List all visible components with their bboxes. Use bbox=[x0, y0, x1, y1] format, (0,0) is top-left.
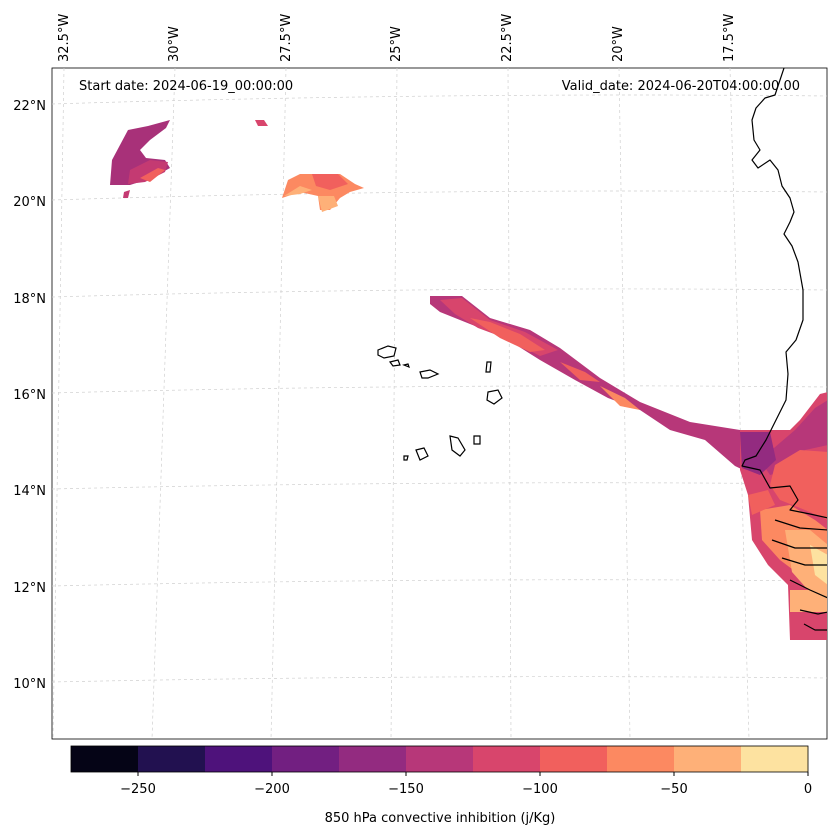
colorbar-tick-label: −250 bbox=[120, 782, 156, 797]
island-sal bbox=[485, 361, 492, 373]
colorbar-segment bbox=[741, 746, 809, 772]
lat-label-16n: 16°N bbox=[13, 388, 46, 403]
colorbar-segment bbox=[339, 746, 407, 772]
island-brava bbox=[403, 455, 409, 461]
colorbar-segment bbox=[540, 746, 608, 772]
lon-label-30w: 30°W bbox=[167, 26, 182, 62]
longitude-labels: 32.5°W 30°W 27.5°W 25°W 22.5°W 20°W 17.5… bbox=[57, 14, 737, 62]
africa-coastline bbox=[741, 68, 827, 519]
graticule bbox=[52, 68, 827, 739]
lat-label-14n: 14°N bbox=[13, 484, 46, 499]
map-frame bbox=[51, 67, 828, 740]
island-santo-antao bbox=[377, 345, 397, 359]
lat-label-10n: 10°N bbox=[13, 677, 46, 692]
island-sao-vicente bbox=[388, 359, 401, 367]
island-boa-vista bbox=[486, 389, 503, 405]
lon-label-27-5w: 27.5°W bbox=[279, 14, 294, 62]
colorbar-segment bbox=[674, 746, 742, 772]
island-sao-nicolau bbox=[419, 369, 440, 379]
island-fogo bbox=[415, 447, 429, 461]
lon-label-25w: 25°W bbox=[389, 26, 404, 62]
colorbar-tick-label: −200 bbox=[254, 782, 290, 797]
valid-date-label: Valid_date: 2024-06-20T04:00:00.00 bbox=[562, 79, 800, 94]
lat-label-20n: 20°N bbox=[13, 195, 46, 210]
colorbar-label: 850 hPa convective inhibition (j/Kg) bbox=[325, 811, 556, 826]
colorbar bbox=[70, 745, 809, 776]
island-santa-luzia bbox=[402, 363, 410, 369]
colorbar-tick-label: 0 bbox=[804, 782, 812, 797]
lat-label-18n: 18°N bbox=[13, 292, 46, 307]
lon-label-20w: 20°W bbox=[611, 26, 626, 62]
colorbar-segment bbox=[138, 746, 206, 772]
colorbar-segment bbox=[71, 746, 139, 772]
colorbar-segment bbox=[607, 746, 675, 772]
island-santiago bbox=[449, 435, 466, 457]
colorbar-tick-labels: −250 −200 −150 −100 −50 0 bbox=[120, 782, 812, 797]
coastlines bbox=[741, 68, 827, 631]
colorbar-segment bbox=[406, 746, 474, 772]
cin-contours bbox=[110, 120, 827, 640]
colorbar-segment bbox=[205, 746, 273, 772]
start-date-label: Start date: 2024-06-19_00:00:00 bbox=[79, 79, 293, 94]
cape-verde-islands bbox=[377, 345, 503, 461]
colorbar-segment bbox=[272, 746, 340, 772]
colorbar-tick-label: −100 bbox=[522, 782, 558, 797]
latitude-labels: 22°N 20°N 18°N 16°N 14°N 12°N 10°N bbox=[13, 99, 46, 692]
colorbar-tick-label: −150 bbox=[388, 782, 424, 797]
colorbar-frame bbox=[70, 745, 809, 773]
lon-label-22-5w: 22.5°W bbox=[500, 14, 515, 62]
lon-label-17-5w: 17.5°W bbox=[722, 14, 737, 62]
lon-label-32-5w: 32.5°W bbox=[57, 14, 72, 62]
lat-label-22n: 22°N bbox=[13, 99, 46, 114]
island-maio bbox=[473, 435, 481, 445]
colorbar-tick-label: −50 bbox=[660, 782, 687, 797]
lat-label-12n: 12°N bbox=[13, 581, 46, 596]
colorbar-segment bbox=[473, 746, 541, 772]
